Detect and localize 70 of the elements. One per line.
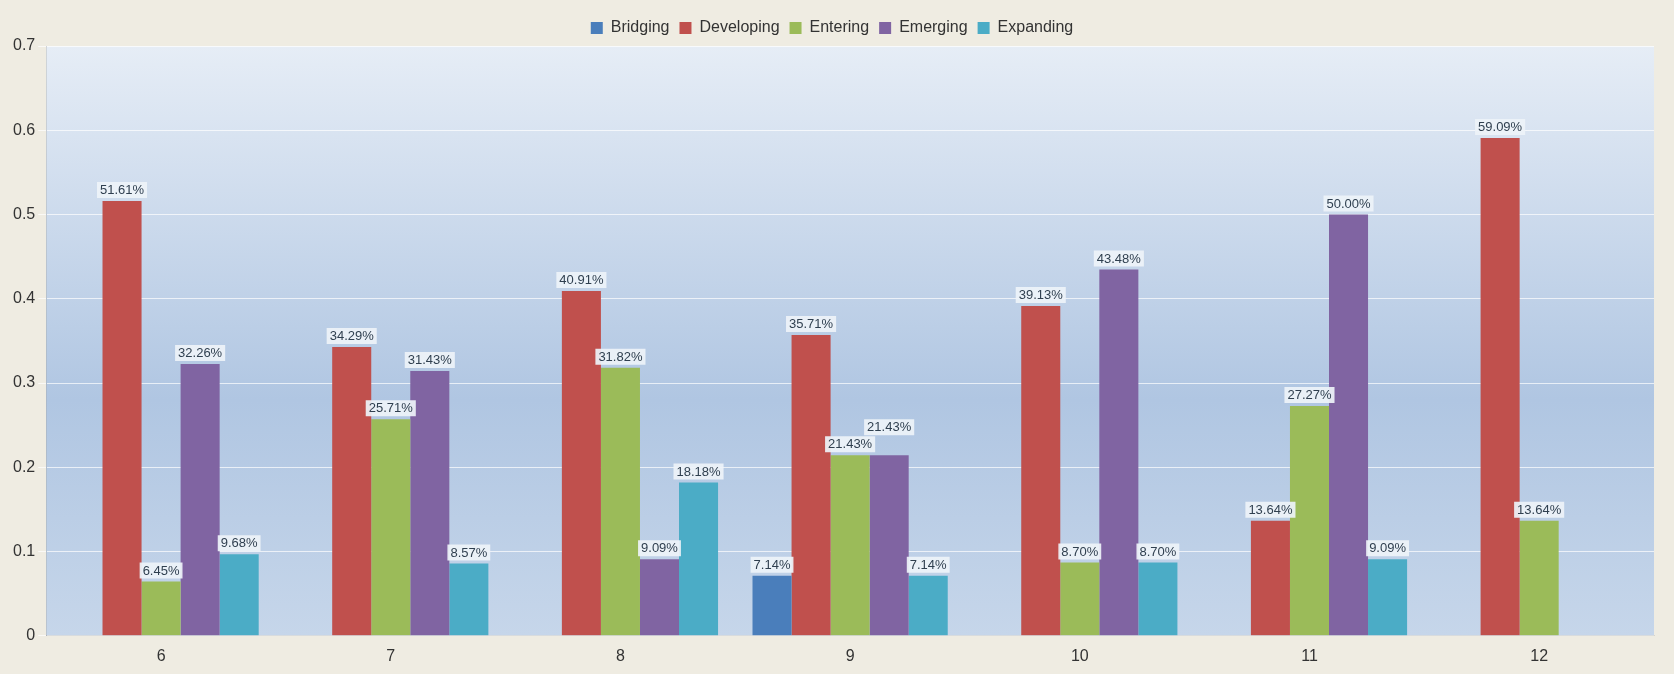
data-label: 9.09% xyxy=(1369,540,1407,556)
data-label: 31.43% xyxy=(407,352,453,368)
x-tick-label: 9 xyxy=(845,646,855,664)
data-label: 34.29% xyxy=(329,327,375,343)
bar xyxy=(102,200,142,636)
y-tick-label: 0.2 xyxy=(12,457,36,475)
data-label: 51.61% xyxy=(99,182,145,198)
bar xyxy=(752,575,792,636)
x-tick-label: 8 xyxy=(615,646,625,664)
legend-label: Developing xyxy=(699,18,780,36)
bar xyxy=(141,581,181,636)
y-tick-label: 0.4 xyxy=(12,289,36,307)
bar xyxy=(1099,269,1139,636)
x-tick-label: 10 xyxy=(1070,646,1089,664)
data-label: 7.14% xyxy=(909,556,948,572)
bar xyxy=(449,563,489,636)
data-label: 8.70% xyxy=(1139,543,1177,559)
data-label: 9.68% xyxy=(220,535,259,551)
bar xyxy=(1329,214,1369,636)
data-label: 7.14% xyxy=(753,556,791,572)
bar xyxy=(371,419,411,636)
data-label: 6.45% xyxy=(142,562,180,578)
x-tick-label: 12 xyxy=(1530,646,1549,664)
legend-label: Emerging xyxy=(899,18,968,36)
data-label: 35.71% xyxy=(789,316,834,331)
bar xyxy=(908,575,948,636)
y-tick-label: 0.5 xyxy=(12,204,36,222)
data-label: 43.48% xyxy=(1096,250,1142,266)
data-label: 18.18% xyxy=(676,463,722,479)
y-tick-label: 0.3 xyxy=(12,373,36,391)
data-label: 8.70% xyxy=(1061,543,1099,559)
bar xyxy=(600,367,640,636)
data-label: 9.09% xyxy=(641,540,679,556)
x-tick-label: 7 xyxy=(386,646,396,664)
data-label: 8.57% xyxy=(450,544,488,560)
bar xyxy=(1138,562,1178,636)
data-label: 50.00% xyxy=(1326,195,1372,211)
bar xyxy=(1021,306,1061,636)
data-label: 27.27% xyxy=(1287,387,1332,403)
data-label: 21.43% xyxy=(867,419,912,435)
bar xyxy=(1060,562,1100,636)
bar xyxy=(1250,520,1290,636)
x-tick-label: 11 xyxy=(1301,646,1318,664)
data-label: 25.71% xyxy=(368,400,414,416)
bar xyxy=(219,554,259,636)
bar xyxy=(679,482,719,636)
data-label: 13.64% xyxy=(1248,501,1293,517)
y-tick-label: 0 xyxy=(26,626,36,644)
x-tick-label: 6 xyxy=(156,646,166,664)
y-tick-label: 0.1 xyxy=(12,541,36,559)
bar xyxy=(639,559,680,636)
legend-label: Bridging xyxy=(610,18,670,36)
bar xyxy=(869,455,909,636)
bar xyxy=(1368,559,1408,636)
legend-label: Expanding xyxy=(997,18,1074,36)
data-label: 32.26% xyxy=(178,345,223,361)
bar xyxy=(1480,137,1520,636)
y-tick-label: 0.7 xyxy=(12,36,36,54)
bar xyxy=(180,363,220,636)
data-label: 40.91% xyxy=(559,272,604,288)
data-label: 21.43% xyxy=(828,436,873,452)
data-label: 13.64% xyxy=(1517,501,1562,517)
y-tick-label: 0.6 xyxy=(12,120,36,138)
bar xyxy=(1519,520,1559,636)
data-label: 39.13% xyxy=(1018,287,1064,303)
data-label: 59.09% xyxy=(1478,119,1523,134)
bar xyxy=(561,291,601,636)
data-label: 31.82% xyxy=(598,348,643,364)
bar xyxy=(830,455,870,636)
legend-label: Entering xyxy=(809,18,870,36)
